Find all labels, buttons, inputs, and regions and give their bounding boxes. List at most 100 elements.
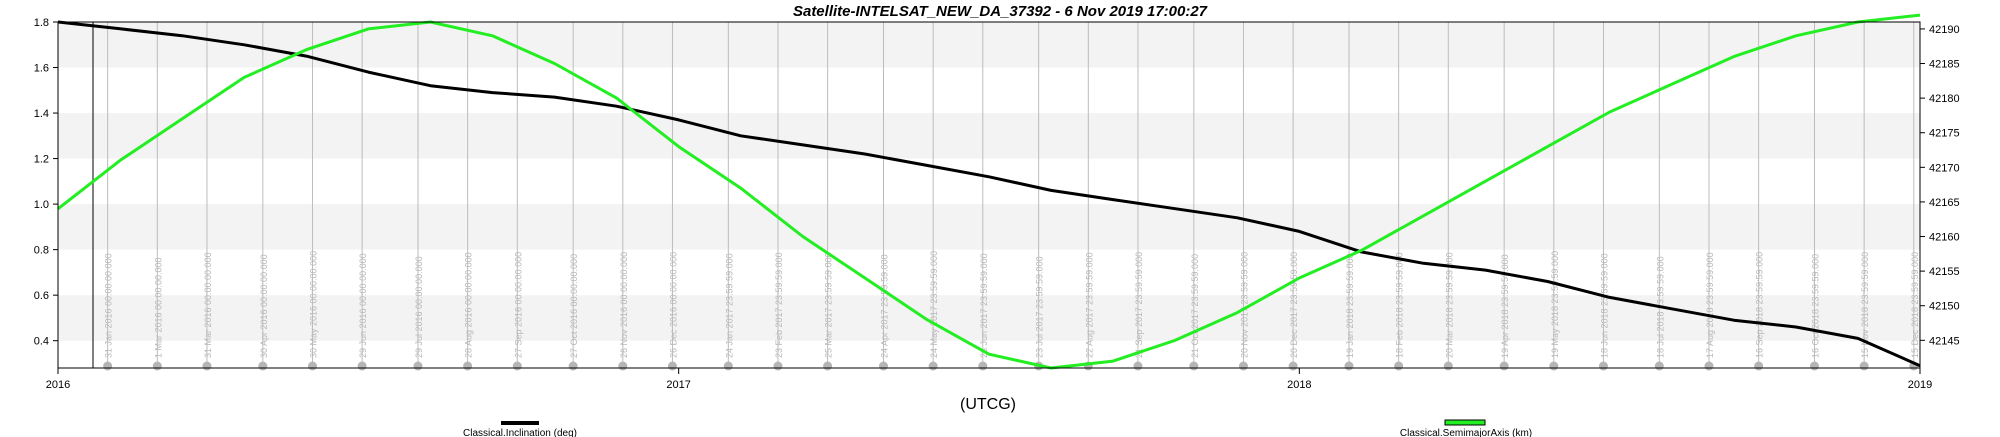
event-marker <box>667 361 677 371</box>
series-lines <box>57 13 1921 370</box>
event-marker <box>878 361 888 371</box>
event-marker <box>1859 361 1869 371</box>
event-marker <box>1443 361 1453 371</box>
semimajor-axis-series-line <box>57 13 1921 370</box>
event-label: 23 Jul 2017 23:59:59.000 <box>1035 256 1045 358</box>
event-label: 20 Mar 2018 23:59:59.000 <box>1444 252 1454 358</box>
event-marker <box>103 361 113 371</box>
right-y-tick-label: 42180 <box>1929 93 1960 105</box>
event-marker <box>1344 361 1354 371</box>
event-label: 19 Jan 2018 23:59:59.000 <box>1345 253 1355 358</box>
event-marker <box>773 361 783 371</box>
event-grid-lines <box>107 22 1915 368</box>
x-tick-label: 2016 <box>46 379 70 391</box>
x-tick-label: 2018 <box>1287 379 1311 391</box>
event-marker <box>1238 361 1248 371</box>
event-label: 19 Apr 2018 23:59:59.000 <box>1500 254 1510 358</box>
event-label: 28 Aug 2016 00:00:00.000 <box>464 252 474 358</box>
event-label: 21 Oct 2017 23:59:59.000 <box>1190 254 1200 358</box>
background-band <box>58 249 1920 296</box>
event-marker <box>568 361 578 371</box>
event-label: 31 Jan 2016 00:00:00.000 <box>104 253 114 358</box>
x-tick-label: 2019 <box>1908 379 1932 391</box>
right-y-tick-label: 42165 <box>1929 197 1960 209</box>
left-y-axis: 0.4 0.6 0.8 1.0 1.2 1.4 1.6 1.8 <box>34 17 58 348</box>
background-band <box>58 204 1920 250</box>
event-marker <box>1654 361 1664 371</box>
event-label: 21 Sep 2017 23:59:59.000 <box>1134 252 1144 358</box>
event-label: 26 Nov 2016 00:00:00.000 <box>619 252 629 358</box>
event-label: 23 Jun 2017 23:59:59.000 <box>979 253 989 358</box>
left-y-tick-label: 1.4 <box>34 108 49 120</box>
event-label: 30 Apr 2016 00:00:00.000 <box>259 254 269 358</box>
left-y-tick-label: 0.8 <box>34 245 49 257</box>
event-marker <box>357 361 367 371</box>
left-y-tick-label: 0.4 <box>34 336 49 348</box>
event-marker <box>618 361 628 371</box>
event-marker <box>823 361 833 371</box>
right-y-tick-label: 42145 <box>1929 335 1960 347</box>
event-label: 29 Jul 2016 00:00:00.000 <box>414 256 424 358</box>
event-marker <box>1499 361 1509 371</box>
right-y-tick-label: 42175 <box>1929 128 1960 140</box>
event-label: 23 Feb 2017 23:59:59.000 <box>774 252 784 358</box>
left-y-tick-label: 1.6 <box>34 63 49 75</box>
background-band <box>58 67 1920 114</box>
plot-frame <box>57 21 1921 369</box>
event-label: 15 Dec 2018 23:59:59.000 <box>1910 252 1920 358</box>
event-marker <box>202 361 212 371</box>
right-y-axis: 42145 42150 42155 42160 42165 42170 42175 42180… <box>1920 24 1960 347</box>
event-marker <box>258 361 268 371</box>
event-marker <box>1133 361 1143 371</box>
event-label: 27 Oct 2016 00:00:00.000 <box>569 254 579 358</box>
event-marker <box>413 361 423 371</box>
chart-title: Satellite-INTELSAT_NEW_DA_37392 - 6 Nov … <box>793 3 1208 20</box>
event-marker <box>463 361 473 371</box>
left-y-tick-label: 0.6 <box>34 290 49 302</box>
event-label: 31 Mar 2016 00:00:00.000 <box>203 252 213 358</box>
background-band <box>58 158 1920 205</box>
right-y-tick-label: 42160 <box>1929 232 1960 244</box>
event-label: 16 Sep 2018 23:59:59.000 <box>1755 252 1765 358</box>
background-bands <box>58 22 1920 368</box>
left-y-tick-label: 1.2 <box>34 154 49 166</box>
event-marker <box>307 361 317 371</box>
event-marker <box>1704 361 1714 371</box>
event-marker <box>1598 361 1608 371</box>
right-y-tick-label: 42190 <box>1929 24 1960 36</box>
event-marker <box>928 361 938 371</box>
event-marker <box>1809 361 1819 371</box>
event-marker <box>1754 361 1764 371</box>
event-label: 24 Jan 2017 23:59:59.000 <box>724 253 734 358</box>
event-label: 20 Nov 2017 23:59:59.000 <box>1239 252 1249 358</box>
event-label: 25 Mar 2017 23:59:59.000 <box>824 252 834 358</box>
event-label: 22 Aug 2017 23:59:59.000 <box>1084 252 1094 358</box>
right-y-tick-label: 42185 <box>1929 59 1960 71</box>
event-label: 24 May 2017 23:59:59.000 <box>929 251 939 358</box>
event-label: 24 Apr 2017 23:59:59.000 <box>879 254 889 358</box>
event-label: 29 Jun 2016 00:00:00.000 <box>358 253 368 358</box>
left-y-tick-label: 1.0 <box>34 199 49 211</box>
legend-swatch-semimajor-axis <box>1444 419 1486 426</box>
event-label: 17 Aug 2018 23:59:59.000 <box>1705 252 1715 358</box>
legend-label-inclination: Classical.Inclination (deg) <box>463 428 577 437</box>
right-y-tick-label: 42155 <box>1929 266 1960 278</box>
event-marker <box>1189 361 1199 371</box>
event-marker <box>1549 361 1559 371</box>
event-label: 18 Feb 2018 23:59:59.000 <box>1395 252 1405 358</box>
event-marker <box>723 361 733 371</box>
left-y-tick-label: 1.8 <box>34 17 49 29</box>
event-label: 26 Dec 2016 00:00:00.000 <box>668 252 678 358</box>
x-axis: 2016 2017 2018 2019 <box>46 368 1932 391</box>
inclination-series-line <box>57 20 1921 368</box>
x-tick-label: 2017 <box>666 379 690 391</box>
event-label: 27 Sep 2016 00:00:00.000 <box>513 252 523 358</box>
background-band <box>58 295 1920 341</box>
event-marker <box>978 361 988 371</box>
event-marker <box>152 361 162 371</box>
x-axis-label: (UTCG) <box>960 396 1016 413</box>
right-y-tick-label: 42150 <box>1929 301 1960 313</box>
event-label: 18 Jun 2018 23:59:59.000 <box>1599 253 1609 358</box>
event-marker <box>1394 361 1404 371</box>
